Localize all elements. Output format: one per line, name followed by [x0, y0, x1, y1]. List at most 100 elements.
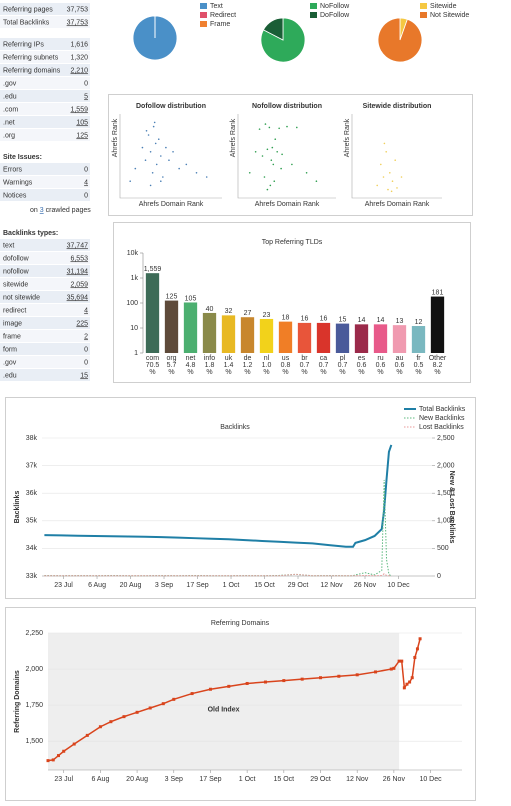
- stat-link[interactable]: 2,059: [70, 281, 88, 288]
- scatter-point: [278, 127, 280, 130]
- value-label: 16: [320, 316, 328, 323]
- x-tick-label: ca: [320, 355, 328, 362]
- point-marker: [263, 680, 267, 684]
- scatter-point: [387, 188, 389, 191]
- series-line: [44, 479, 392, 577]
- crawl-note-part: on: [30, 207, 38, 214]
- axis: [351, 114, 442, 199]
- shaded-region: [48, 633, 400, 770]
- scatter-point: [157, 138, 160, 140]
- point-marker: [56, 754, 60, 758]
- scatter-point: [266, 148, 269, 151]
- scatter-point: [269, 184, 272, 187]
- scatter-point: [264, 123, 267, 125]
- scatter-point: [291, 163, 293, 166]
- scatter-point: [151, 172, 154, 174]
- percent-label: 1.0: [262, 362, 272, 369]
- bar: [145, 273, 160, 353]
- value-label: 27: [244, 310, 252, 317]
- y-tick-label: 100: [126, 300, 138, 307]
- stat-label: .gov: [3, 80, 17, 87]
- stat-link[interactable]: 5: [84, 93, 88, 100]
- stat-value: 1,616: [70, 41, 88, 48]
- stat-link[interactable]: 2,210: [70, 67, 88, 74]
- x-tick-label: 17 Sep: [199, 776, 221, 783]
- stat-label: Warnings: [3, 179, 33, 186]
- legend-label: New Backlinks: [419, 415, 465, 422]
- percent-unit: %: [396, 369, 402, 376]
- y-tick-label: 10: [130, 325, 138, 332]
- crawl-note-part[interactable]: 3: [40, 207, 44, 214]
- scatter-point: [261, 155, 264, 157]
- percent-label: 4.8: [186, 362, 196, 369]
- scatter-point: [266, 188, 269, 191]
- scatter-point: [185, 163, 188, 166]
- stat-link[interactable]: 31,194: [67, 268, 89, 275]
- legend-swatch: [200, 21, 207, 27]
- stat-link[interactable]: 37,747: [67, 242, 89, 249]
- percent-unit: %: [339, 369, 345, 376]
- percent-label: 70.5: [146, 362, 160, 369]
- referring-domains-panel: [5, 607, 476, 801]
- stat-row: [0, 129, 90, 141]
- point-marker: [355, 673, 359, 677]
- bar: [297, 322, 312, 353]
- stat-value: 0: [84, 192, 88, 199]
- legend-label: Text: [210, 3, 223, 10]
- stat-link[interactable]: 125: [76, 132, 88, 139]
- stat-link[interactable]: 37,753: [67, 19, 89, 26]
- stat-row: [0, 3, 90, 15]
- scatter-point: [149, 184, 152, 187]
- y-tick-label: 1k: [131, 275, 139, 282]
- bar: [240, 317, 255, 353]
- y-axis-label: Backlinks: [14, 491, 21, 524]
- stat-link[interactable]: 105: [76, 119, 88, 126]
- scatter-point: [144, 159, 147, 161]
- y-axis-label: Ahrefs Rank: [112, 118, 119, 157]
- x-tick-label: 1 Oct: [223, 582, 240, 589]
- scatter-point: [270, 159, 273, 161]
- stat-link[interactable]: 225: [76, 320, 88, 327]
- scatter-point: [315, 180, 318, 182]
- point-marker: [135, 710, 139, 714]
- scatter-point: [286, 125, 288, 128]
- scatter-point: [149, 151, 152, 153]
- stat-link[interactable]: 1,559: [70, 106, 88, 113]
- scatter-point: [162, 176, 164, 178]
- scatter-point: [153, 121, 156, 124]
- x-tick-label: 10 Dec: [387, 582, 410, 589]
- stat-link[interactable]: 4: [84, 179, 88, 186]
- scatter-point: [271, 146, 274, 149]
- stat-link[interactable]: 4: [84, 307, 88, 314]
- x-tick-label: 26 Nov: [383, 776, 406, 783]
- percent-label: 1.2: [243, 362, 253, 369]
- stat-label: Referring domains: [3, 67, 61, 74]
- point-marker: [402, 686, 406, 690]
- stat-link[interactable]: 6,553: [70, 255, 88, 262]
- backlinks-panel: [5, 397, 476, 599]
- y-tick-label: 10k: [127, 250, 139, 257]
- legend-label: Lost Backlinks: [419, 424, 464, 431]
- scatter-point: [376, 184, 379, 187]
- stat-row: [0, 239, 90, 251]
- percent-label: 8.2: [433, 362, 443, 369]
- scatter-point: [385, 151, 388, 153]
- legend-swatch: [310, 3, 317, 9]
- y2-tick-label: 1,500: [437, 490, 455, 497]
- legend-swatch: [200, 3, 207, 9]
- stat-link[interactable]: 35,694: [67, 294, 89, 301]
- stat-row: [0, 343, 90, 355]
- percent-label: 0.7: [300, 362, 310, 369]
- point-marker: [227, 684, 231, 688]
- stat-link[interactable]: 15: [80, 372, 88, 379]
- point-marker: [245, 681, 249, 685]
- percent-label: 1.8: [205, 362, 215, 369]
- scatter-point: [141, 146, 144, 149]
- stat-row: [0, 278, 90, 290]
- x-tick-label: us: [282, 355, 290, 362]
- section-title: Backlinks types:: [3, 230, 58, 237]
- stat-row: [0, 265, 90, 277]
- x-tick-label: 10 Dec: [419, 776, 442, 783]
- stat-link[interactable]: 2: [84, 333, 88, 340]
- y-tick-label: 1: [134, 350, 138, 357]
